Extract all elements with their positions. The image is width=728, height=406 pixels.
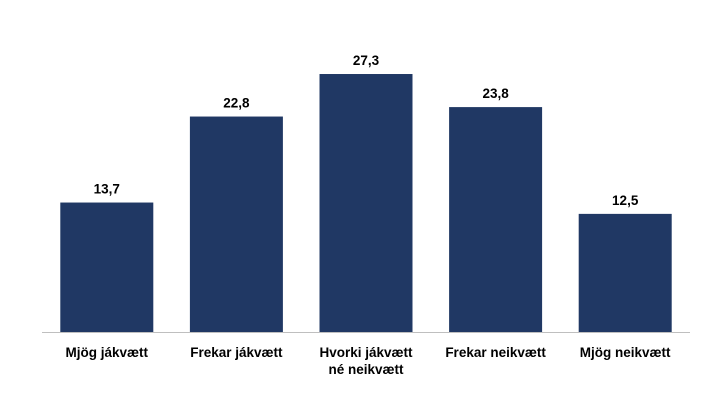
bar	[60, 202, 154, 332]
value-label: 13,7	[94, 182, 120, 197]
x-tick-label: Hvorki jákvætt né neikvætt	[319, 345, 413, 377]
value-label: 23,8	[482, 86, 509, 101]
value-label: 27,3	[353, 53, 380, 68]
x-tick-label: Mjög neikvætt	[579, 345, 671, 360]
bar	[319, 74, 413, 332]
value-label: 22,8	[223, 96, 250, 111]
x-tick-label: Mjög jákvætt	[65, 345, 149, 360]
value-label: 12,5	[612, 193, 639, 208]
x-tick-label: Frekar jákvætt	[190, 345, 283, 360]
bar	[189, 116, 283, 332]
x-tick-label: Frekar neikvætt	[445, 345, 546, 360]
bar	[578, 213, 672, 332]
bar	[449, 107, 543, 332]
